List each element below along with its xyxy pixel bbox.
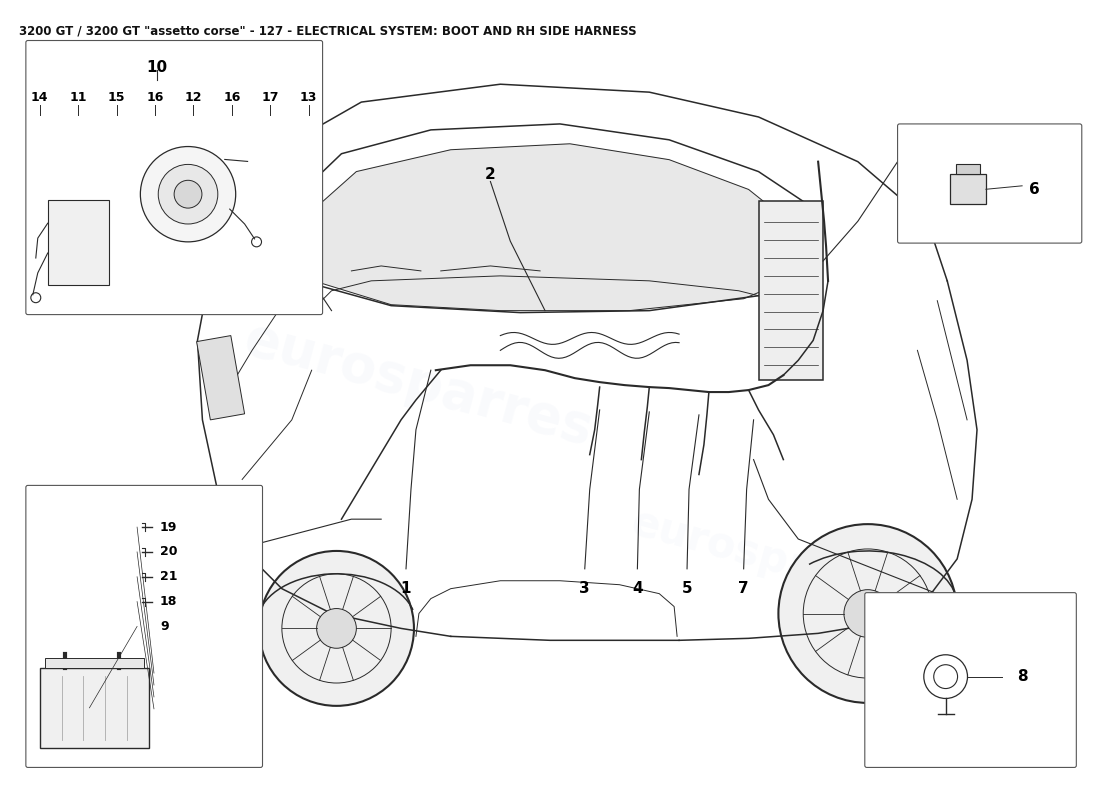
Text: 11: 11 bbox=[69, 90, 87, 104]
Text: eurosparres: eurosparres bbox=[626, 502, 911, 616]
Text: 3200 GT / 3200 GT "assetto corse" - 127 - ELECTRICAL SYSTEM: BOOT AND RH SIDE HA: 3200 GT / 3200 GT "assetto corse" - 127 … bbox=[19, 25, 636, 38]
Text: 2: 2 bbox=[485, 166, 496, 182]
Bar bbox=[45, 658, 144, 668]
Bar bbox=[759, 202, 823, 380]
Text: 3: 3 bbox=[580, 581, 590, 596]
Text: 21: 21 bbox=[160, 570, 177, 583]
Text: 16: 16 bbox=[146, 90, 164, 104]
Text: eurosparres: eurosparres bbox=[239, 313, 600, 456]
Text: 17: 17 bbox=[262, 90, 279, 104]
Text: 19: 19 bbox=[160, 521, 177, 534]
Circle shape bbox=[317, 609, 356, 648]
Text: 6: 6 bbox=[1030, 182, 1041, 197]
FancyBboxPatch shape bbox=[898, 124, 1081, 243]
Circle shape bbox=[174, 180, 202, 208]
Text: 10: 10 bbox=[146, 60, 167, 75]
Text: 7: 7 bbox=[738, 581, 749, 596]
Text: 14: 14 bbox=[31, 90, 48, 104]
Bar bbox=[950, 174, 986, 204]
Text: 8: 8 bbox=[1018, 669, 1027, 684]
Text: 5: 5 bbox=[682, 581, 692, 596]
FancyBboxPatch shape bbox=[26, 486, 263, 767]
Text: 1: 1 bbox=[400, 581, 411, 596]
Text: 16: 16 bbox=[223, 90, 241, 104]
Text: 12: 12 bbox=[185, 90, 202, 104]
FancyBboxPatch shape bbox=[865, 593, 1076, 767]
Circle shape bbox=[258, 551, 414, 706]
Circle shape bbox=[844, 590, 892, 638]
Text: 13: 13 bbox=[300, 90, 318, 104]
Bar bbox=[197, 335, 244, 420]
Bar bbox=[40, 668, 148, 747]
Text: 18: 18 bbox=[160, 595, 177, 608]
Text: 9: 9 bbox=[160, 620, 168, 633]
Bar bbox=[47, 200, 109, 285]
Circle shape bbox=[158, 165, 218, 224]
Text: 20: 20 bbox=[160, 546, 177, 558]
Polygon shape bbox=[311, 144, 799, 310]
Text: 15: 15 bbox=[108, 90, 125, 104]
FancyBboxPatch shape bbox=[26, 41, 322, 314]
Text: 4: 4 bbox=[632, 581, 642, 596]
Circle shape bbox=[141, 146, 235, 242]
Circle shape bbox=[779, 524, 957, 703]
Bar bbox=[956, 165, 980, 174]
